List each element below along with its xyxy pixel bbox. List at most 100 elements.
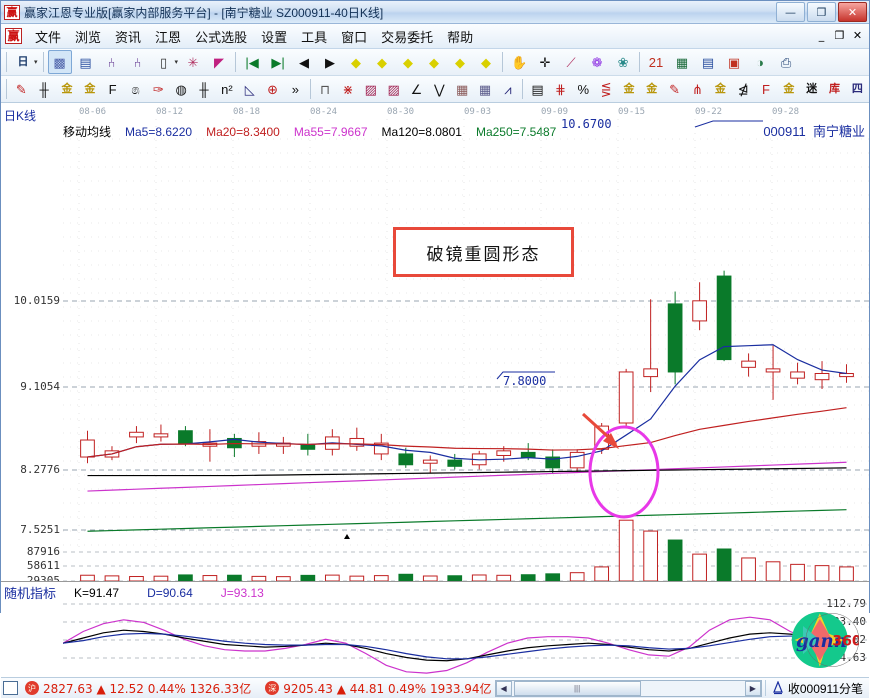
mdi-close-button[interactable]: ✕ [852, 28, 863, 42]
gold-lines-icon[interactable]: 金 [646, 82, 658, 95]
dropdown-caret-icon[interactable]: ▾ [34, 58, 38, 66]
window-split-icon[interactable]: ⊓ [320, 81, 331, 97]
kline-chart-area[interactable]: 日K线 08-06 08-12 08-18 08-24 08-30 09-03 09-09 0… [1, 103, 869, 581]
menu-file[interactable]: 文件 [35, 29, 62, 45]
gold-ratio-1-icon[interactable]: 金 [61, 82, 73, 95]
palette-icon[interactable]: ◑ [756, 54, 764, 70]
last-page-icon[interactable]: ▶| [271, 54, 285, 70]
percent-icon[interactable]: % [577, 81, 590, 97]
circle-scale-icon[interactable]: ◍ [175, 81, 187, 97]
pattern-icon[interactable]: ✳ [187, 54, 199, 70]
dropdown-caret-icon-2[interactable]: ▾ [174, 58, 179, 66]
plot-canvas[interactable]: 破镜重圆形态 10.6700 7.8000 [63, 117, 869, 581]
pen-lines-icon[interactable]: ✎ [669, 81, 681, 97]
gann-both-icon[interactable]: ◆ [403, 54, 414, 70]
grid-lines-icon[interactable]: ╫ [39, 81, 49, 97]
kdj-indicator-panel[interactable]: 随机指标 K=91.47 D=90.64 J=93.13 112.79 83.40 54… [1, 581, 870, 677]
percent-fan-icon[interactable]: ⋕ [554, 81, 566, 97]
calculator-icon[interactable]: ▦ [675, 54, 689, 70]
notes-icon[interactable]: ▤ [701, 54, 715, 70]
scroll-right-button[interactable]: ▶ [744, 680, 761, 696]
menu-browse[interactable]: 浏览 [75, 29, 102, 45]
next-icon[interactable]: ▶ [325, 54, 336, 70]
horizontal-scrollbar[interactable]: ◀ ||| ▶ [494, 679, 762, 697]
report-icon[interactable]: ▤ [79, 54, 92, 70]
print-icon[interactable]: ⎙ [780, 54, 792, 70]
gann-left-icon[interactable]: ◆ [351, 54, 362, 70]
menu-gann[interactable]: 江恩 [155, 29, 182, 45]
scroll-thumb[interactable]: ||| [513, 680, 641, 696]
target-icon[interactable]: ⊕ [267, 81, 279, 97]
spiral-icon[interactable]: ෧ [131, 81, 140, 97]
gold-ratio-2-icon[interactable]: 金 [84, 82, 96, 95]
candle-width-icon[interactable]: ▯ [159, 54, 168, 70]
speed-lines-icon[interactable]: 迷 [806, 82, 818, 95]
menu-trade-order[interactable]: 交易委托 [381, 29, 434, 45]
kdj-j-value: J=93.13 [220, 585, 264, 600]
calendar-icon[interactable]: 21 [648, 54, 664, 70]
menu-formula-screen[interactable]: 公式选股 [195, 29, 248, 45]
v-lines-icon[interactable]: ⋁ [433, 81, 445, 97]
grid-view-icon[interactable] [3, 681, 18, 695]
four-slash-icon[interactable]: 四 [851, 82, 863, 95]
gold-bar-icon[interactable]: 金 [714, 82, 726, 95]
save-icon[interactable]: 日 [17, 55, 29, 68]
gann-cross-icon[interactable]: ◆ [481, 54, 492, 70]
zigzag-icon[interactable]: ⩘ [504, 81, 512, 97]
menu-tools[interactable]: 工具 [301, 29, 328, 45]
fan-lines-red-icon[interactable]: ⋇ [342, 81, 354, 97]
menu-window[interactable]: 窗口 [341, 29, 368, 45]
first-page-icon[interactable]: |◀ [245, 54, 259, 70]
gold-slash-icon[interactable]: 金 [783, 82, 795, 95]
slash-eq-icon[interactable]: ⋬ [737, 81, 749, 97]
sh-percent: 0.44% [147, 681, 186, 696]
draw-pen-icon[interactable]: ✎ [15, 81, 27, 97]
chart-style-icon[interactable]: ▩ [47, 50, 72, 74]
maximize-button[interactable]: ❐ [807, 2, 836, 22]
minimize-button[interactable]: — [776, 2, 805, 22]
mdi-restore-button[interactable]: ❐ [834, 28, 845, 42]
brain-icon[interactable]: ❀ [617, 54, 629, 70]
balloon-icon[interactable]: ❁ [591, 54, 603, 70]
angle-tool-icon[interactable]: ◺ [244, 81, 255, 97]
subchart-3-icon[interactable]: ⑃ [107, 54, 116, 70]
box-fan-icon[interactable]: ▨ [364, 81, 377, 97]
grid-a-icon[interactable]: ▦ [456, 81, 469, 97]
disk-icon[interactable]: ▣ [727, 54, 741, 70]
menu-news[interactable]: 资讯 [115, 29, 142, 45]
candlestick-svg [63, 119, 869, 581]
f-slash-icon[interactable]: F [762, 81, 770, 97]
kdj-title: 随机指标 [4, 586, 57, 601]
colorbar-icon[interactable]: ◤ [214, 54, 225, 70]
box-slash-icon[interactable]: 库 [829, 82, 841, 95]
gann-right-icon[interactable]: ◆ [377, 54, 388, 70]
ladder-icon[interactable]: ▤ [531, 81, 544, 97]
arch-lines-icon[interactable]: ⋔ [692, 81, 703, 97]
menu-help[interactable]: 帮助 [447, 29, 474, 45]
subchart-9-icon[interactable]: ⑃ [133, 54, 142, 70]
candle-body [373, 442, 389, 455]
gann-fan-icon[interactable]: ◆ [429, 54, 440, 70]
hand-tool-icon[interactable]: ✋ [510, 54, 528, 70]
grid-b-icon[interactable]: ▦ [478, 81, 492, 97]
crosshair-tool-icon[interactable]: ✛ [539, 54, 551, 70]
n-squared-icon[interactable]: n² [221, 81, 233, 97]
scroll-left-button[interactable]: ◀ [495, 680, 512, 696]
gold-circle-icon[interactable]: 金 [623, 82, 635, 95]
prev-icon[interactable]: ◀ [299, 54, 310, 70]
highlight-pen-icon[interactable]: ✑ [152, 81, 164, 97]
shanghai-index-quote[interactable]: 2827.63 ▲ 12.52 0.44% 1326.33亿 [43, 680, 251, 697]
menu-settings[interactable]: 设置 [261, 29, 288, 45]
more-tools-icon[interactable]: » [291, 81, 300, 97]
grid-count-icon[interactable]: ╫ [199, 81, 209, 97]
pattern-annotation[interactable]: 破镜重圆形态 [393, 227, 574, 277]
box-fan-2-icon[interactable]: ▨ [387, 81, 400, 97]
gann-grid-icon[interactable]: ◆ [455, 54, 466, 70]
percent-lines-icon[interactable]: ⋚ [600, 81, 612, 97]
mdi-minimize-button[interactable]: _ [818, 28, 825, 42]
point-marker-icon[interactable]: ⟋ [566, 54, 576, 70]
fibonacci-f-icon[interactable]: F [108, 81, 117, 97]
close-button[interactable]: ✕ [838, 2, 867, 22]
shenzhen-index-quote[interactable]: 9205.43 ▲ 44.81 0.49% 1933.94亿 [283, 680, 491, 697]
slope-line-icon[interactable]: ∠ [410, 81, 423, 97]
